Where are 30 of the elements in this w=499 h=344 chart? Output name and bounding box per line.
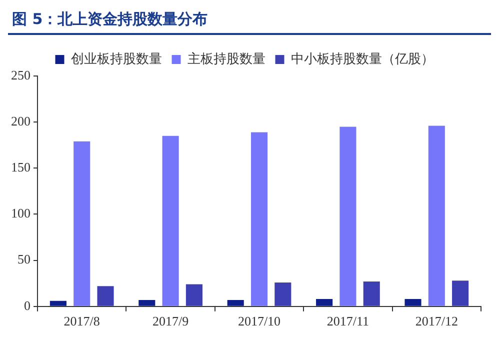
y-tick-label: 150 <box>11 160 30 175</box>
legend-label: 创业板持股数量 <box>70 50 162 66</box>
bar <box>428 126 445 306</box>
bar <box>50 300 66 306</box>
y-tick-label: 100 <box>11 206 30 221</box>
bar <box>452 280 469 306</box>
bar <box>274 282 292 306</box>
y-tick-label: 0 <box>24 298 30 313</box>
x-tick-label: 2017/12 <box>415 314 458 329</box>
x-tick-label: 2017/8 <box>64 314 100 329</box>
x-tick-label: 2017/11 <box>326 314 370 329</box>
bar <box>404 299 422 306</box>
bar <box>186 284 202 306</box>
bar <box>138 300 156 306</box>
y-tick-label: 200 <box>11 114 30 128</box>
bar <box>162 136 179 306</box>
bar <box>250 132 268 306</box>
bar <box>363 282 380 306</box>
chart-title: 图 5：北上资金持股数量分布 <box>8 8 491 35</box>
y-tick-label: 50 <box>18 252 30 267</box>
bar <box>227 300 244 306</box>
legend-label: 主板持股数量 <box>187 50 266 66</box>
bar <box>97 286 114 306</box>
legend-label: 中小板持股数量（亿股） <box>290 50 434 66</box>
y-tick-label: 250 <box>11 67 30 82</box>
x-tick-label: 2017/10 <box>238 314 281 329</box>
bar <box>316 299 333 306</box>
x-tick-label: 2017/9 <box>152 314 189 329</box>
bar <box>340 126 356 306</box>
bar <box>74 141 90 306</box>
